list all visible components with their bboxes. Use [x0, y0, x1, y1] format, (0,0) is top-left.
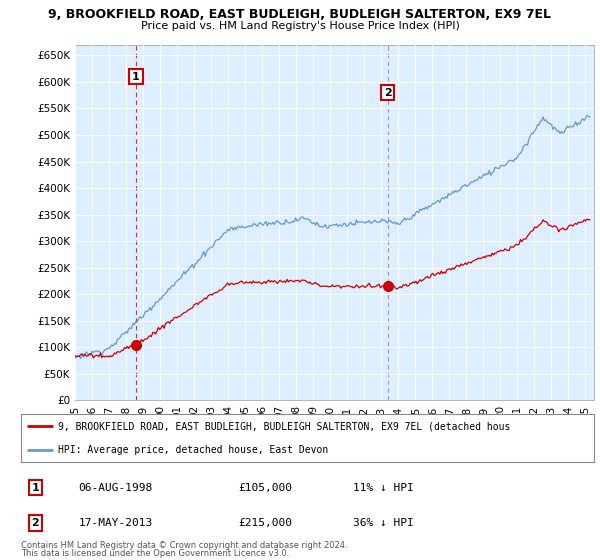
Text: This data is licensed under the Open Government Licence v3.0.: This data is licensed under the Open Gov…: [21, 549, 289, 558]
Text: £105,000: £105,000: [239, 483, 293, 493]
Text: 2: 2: [384, 87, 391, 97]
Text: Price paid vs. HM Land Registry's House Price Index (HPI): Price paid vs. HM Land Registry's House …: [140, 21, 460, 31]
Text: 06-AUG-1998: 06-AUG-1998: [79, 483, 152, 493]
Text: 1: 1: [31, 483, 39, 493]
Text: £215,000: £215,000: [239, 518, 293, 528]
Text: 9, BROOKFIELD ROAD, EAST BUDLEIGH, BUDLEIGH SALTERTON, EX9 7EL (detached hous: 9, BROOKFIELD ROAD, EAST BUDLEIGH, BUDLE…: [58, 421, 511, 431]
Text: 36% ↓ HPI: 36% ↓ HPI: [353, 518, 414, 528]
Text: Contains HM Land Registry data © Crown copyright and database right 2024.: Contains HM Land Registry data © Crown c…: [21, 541, 347, 550]
Text: HPI: Average price, detached house, East Devon: HPI: Average price, detached house, East…: [58, 445, 328, 455]
Text: 2: 2: [31, 518, 39, 528]
Text: 9, BROOKFIELD ROAD, EAST BUDLEIGH, BUDLEIGH SALTERTON, EX9 7EL: 9, BROOKFIELD ROAD, EAST BUDLEIGH, BUDLE…: [49, 8, 551, 21]
Text: 17-MAY-2013: 17-MAY-2013: [79, 518, 152, 528]
Text: 1: 1: [132, 72, 140, 82]
Text: 11% ↓ HPI: 11% ↓ HPI: [353, 483, 414, 493]
